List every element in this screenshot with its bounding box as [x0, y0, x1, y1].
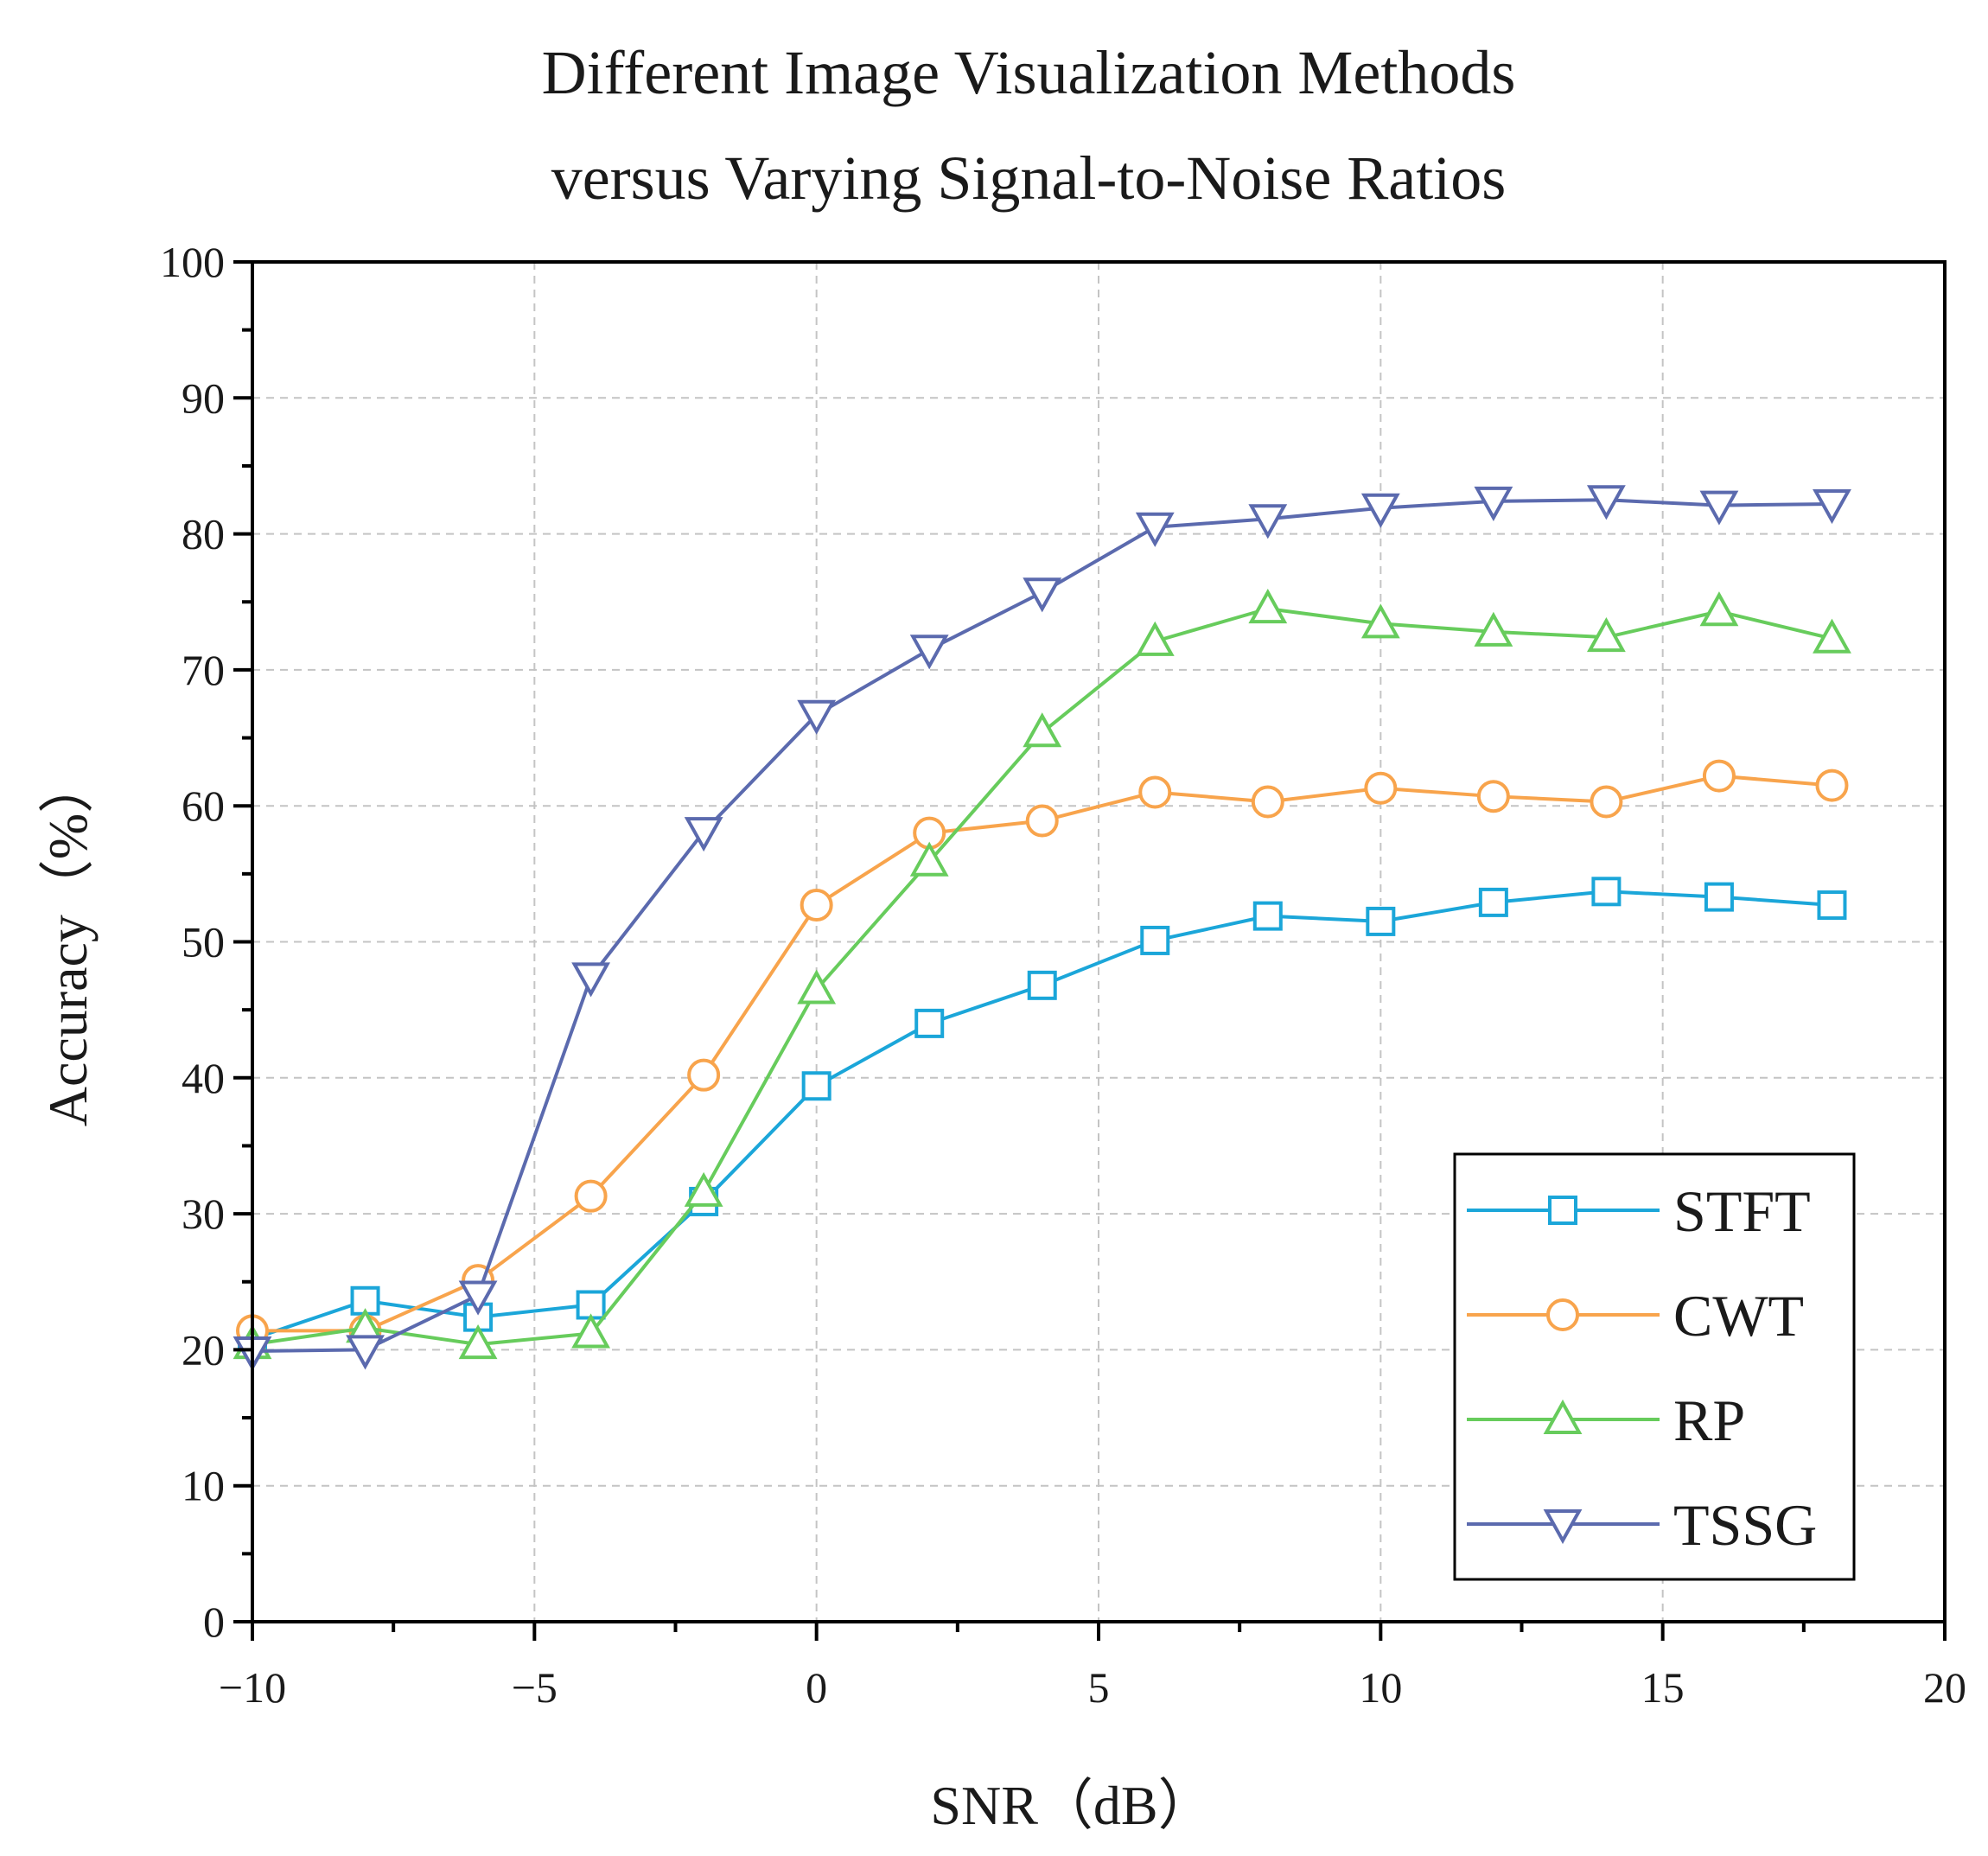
- data-point-rp: [1135, 621, 1175, 656]
- data-point-rp: [1248, 589, 1288, 624]
- data-point-stft: [1591, 877, 1622, 907]
- data-point-tssg: [797, 699, 837, 735]
- data-point-tssg: [458, 1280, 498, 1316]
- data-point-tssg: [909, 635, 949, 670]
- series-layer: [233, 485, 1851, 1372]
- y-tick-label: 60: [182, 781, 225, 830]
- data-point-tssg: [346, 1335, 385, 1370]
- x-tick-label: 15: [1641, 1663, 1685, 1712]
- axis-ticks: −10 −5 0 5 10 15 20 0 10 20 30 40 50 60 70 80 90 100: [160, 238, 1966, 1712]
- chart-title-line-2: versus Varying Signal-to-Noise Ratios: [551, 144, 1507, 213]
- data-point-rp: [684, 1171, 723, 1207]
- legend-item-cwt: CWT: [1467, 1283, 1804, 1349]
- y-tick-label: 10: [182, 1462, 225, 1510]
- legend-item-stft: STFT: [1467, 1178, 1811, 1244]
- legend-label-tssg: TSSG: [1673, 1492, 1817, 1558]
- legend-marker-tssg: [1543, 1509, 1583, 1545]
- legend-label-stft: STFT: [1673, 1178, 1811, 1244]
- chart-title-line-1: Different Image Visualization Methods: [542, 38, 1516, 107]
- data-point-tssg: [1699, 490, 1739, 526]
- y-tick-label: 40: [182, 1054, 225, 1102]
- y-tick-label: 20: [182, 1325, 225, 1374]
- x-tick-label: −10: [219, 1663, 286, 1712]
- data-point-rp: [1699, 591, 1739, 627]
- data-point-rp: [1360, 603, 1400, 639]
- data-point-rp: [1586, 617, 1626, 653]
- data-point-rp: [1023, 712, 1062, 748]
- data-point-cwt: [1476, 780, 1510, 813]
- legend-marker-stft: [1548, 1196, 1577, 1225]
- data-point-stft: [1140, 925, 1170, 955]
- data-point-rp: [797, 969, 837, 1005]
- data-point-cwt: [1364, 771, 1398, 805]
- data-point-rp: [1474, 611, 1513, 647]
- legend: STFT CWT RP TSSG: [1453, 1152, 1856, 1581]
- y-tick-label: 50: [182, 918, 225, 966]
- data-point-cwt: [687, 1058, 721, 1092]
- x-tick-label: 20: [1923, 1663, 1966, 1712]
- data-point-stft: [1252, 901, 1283, 931]
- data-point-stft: [1817, 890, 1847, 921]
- legend-box: [1453, 1152, 1856, 1581]
- y-tick-label: 90: [182, 373, 225, 422]
- legend-item-tssg: TSSG: [1467, 1492, 1817, 1558]
- y-tick-label: 100: [160, 238, 225, 286]
- legend-marker-cwt: [1546, 1298, 1579, 1331]
- data-point-cwt: [1702, 759, 1736, 793]
- data-point-tssg: [684, 817, 723, 852]
- data-point-rp: [571, 1313, 611, 1349]
- y-tick-label: 80: [182, 510, 225, 558]
- data-point-cwt: [800, 889, 833, 922]
- legend-marker-rp: [1543, 1399, 1583, 1434]
- x-tick-label: −5: [512, 1663, 558, 1712]
- data-point-cwt: [1590, 785, 1623, 819]
- x-tick-label: 0: [806, 1663, 827, 1712]
- data-point-stft: [1704, 882, 1734, 912]
- data-point-tssg: [1813, 488, 1851, 525]
- legend-label-rp: RP: [1673, 1387, 1745, 1453]
- data-point-cwt: [574, 1179, 608, 1213]
- x-tick-label: 5: [1088, 1663, 1110, 1712]
- data-point-tssg: [571, 962, 611, 998]
- legend-item-rp: RP: [1467, 1387, 1745, 1453]
- data-point-tssg: [1360, 493, 1400, 528]
- data-point-rp: [909, 841, 949, 877]
- data-point-cwt: [1138, 775, 1172, 809]
- data-point-rp: [458, 1324, 498, 1360]
- x-tick-label: 10: [1359, 1663, 1402, 1712]
- data-point-rp: [1813, 618, 1851, 654]
- data-point-tssg: [1474, 486, 1513, 521]
- data-point-tssg: [1248, 504, 1288, 539]
- y-axis-label: Accuracy（%）: [37, 758, 99, 1126]
- data-point-stft: [1027, 970, 1057, 1000]
- data-point-stft: [1366, 906, 1396, 936]
- legend-label-cwt: CWT: [1673, 1283, 1804, 1349]
- y-tick-label: 30: [182, 1189, 225, 1238]
- gridlines: [252, 262, 1945, 1622]
- y-tick-label: 70: [182, 646, 225, 694]
- data-point-cwt: [1251, 785, 1284, 819]
- data-point-cwt: [1815, 769, 1849, 802]
- data-point-stft: [914, 1008, 945, 1038]
- data-point-stft: [1478, 887, 1508, 917]
- series-tssg: [233, 485, 1851, 1372]
- data-point-cwt: [1025, 804, 1059, 838]
- data-point-tssg: [1023, 577, 1062, 613]
- data-point-tssg: [1586, 485, 1626, 520]
- data-point-tssg: [1135, 512, 1175, 547]
- x-axis-label: SNR（dB）: [930, 1775, 1213, 1836]
- data-point-stft: [801, 1071, 832, 1101]
- y-tick-label: 0: [203, 1598, 225, 1646]
